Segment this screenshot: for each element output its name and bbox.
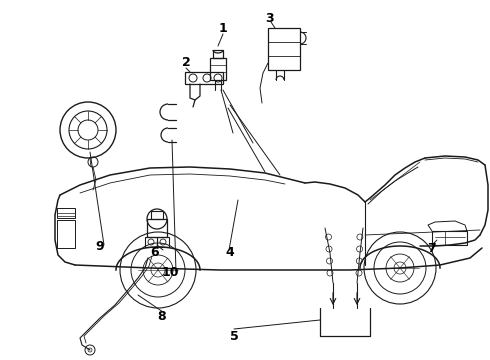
Text: 9: 9 [96, 239, 104, 252]
Text: 7: 7 [428, 242, 437, 255]
Bar [432, 231, 467, 245]
Bar [185, 72, 223, 84]
Text: 2: 2 [182, 55, 191, 68]
Bar [57, 220, 75, 248]
Text: 1: 1 [219, 22, 227, 35]
Text: 4: 4 [225, 246, 234, 258]
Text: 3: 3 [265, 12, 273, 24]
Bar [145, 237, 157, 247]
Text: 10: 10 [161, 266, 179, 279]
Bar [57, 208, 75, 218]
Text: 6: 6 [151, 246, 159, 258]
Bar [213, 50, 223, 58]
Bar [210, 58, 226, 80]
Bar [151, 211, 163, 219]
Text: 8: 8 [158, 310, 166, 323]
Bar [157, 237, 169, 247]
Text: 5: 5 [230, 330, 238, 343]
Bar [147, 219, 167, 237]
Bar [268, 28, 300, 70]
